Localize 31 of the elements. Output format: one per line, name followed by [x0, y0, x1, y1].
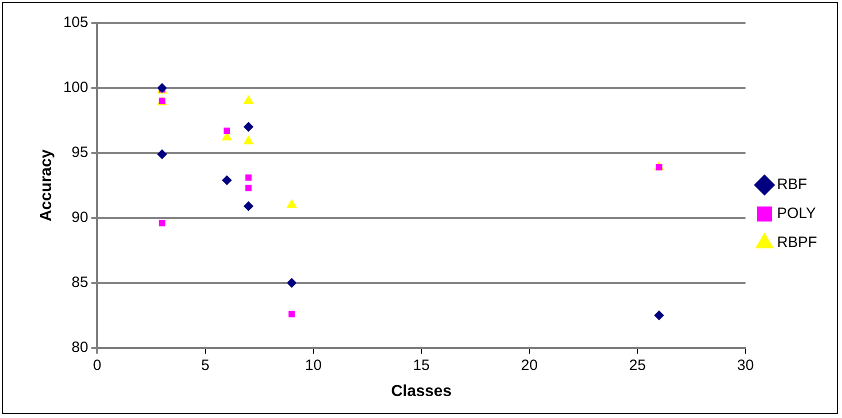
point: [222, 175, 232, 186]
point: [245, 174, 252, 181]
y-tick-label: 105: [63, 14, 88, 32]
x-tick-label: 30: [737, 356, 754, 374]
legend-label: RBF: [776, 176, 807, 194]
y-tick-label: 90: [72, 209, 88, 226]
x-tick-label: 0: [93, 356, 102, 374]
point: [654, 310, 664, 320]
x-tick-label: 20: [521, 356, 538, 374]
x-tick-label: 15: [413, 356, 430, 374]
y-axis-title: Accuracy: [38, 149, 56, 222]
point: [243, 122, 254, 132]
y-tick-label: 100: [63, 79, 88, 96]
point: [286, 278, 297, 288]
point: [286, 198, 297, 208]
point: [243, 135, 254, 144]
y-tick-label: 95: [72, 144, 88, 162]
y-tick-label: 80: [72, 338, 88, 356]
x-tick-label: 25: [629, 356, 646, 374]
legend-label: RBPF: [776, 234, 818, 252]
legend-label: POLY: [776, 205, 816, 222]
point: [158, 220, 166, 226]
point: [157, 149, 168, 160]
x-tick-label: 5: [201, 356, 210, 374]
x-axis-title: Classes: [391, 382, 452, 400]
point: [224, 128, 230, 134]
point: [288, 310, 295, 318]
y-tick-label: 85: [72, 274, 88, 291]
x-tick-label: 10: [304, 356, 322, 374]
point: [243, 94, 254, 104]
point: [243, 201, 254, 212]
